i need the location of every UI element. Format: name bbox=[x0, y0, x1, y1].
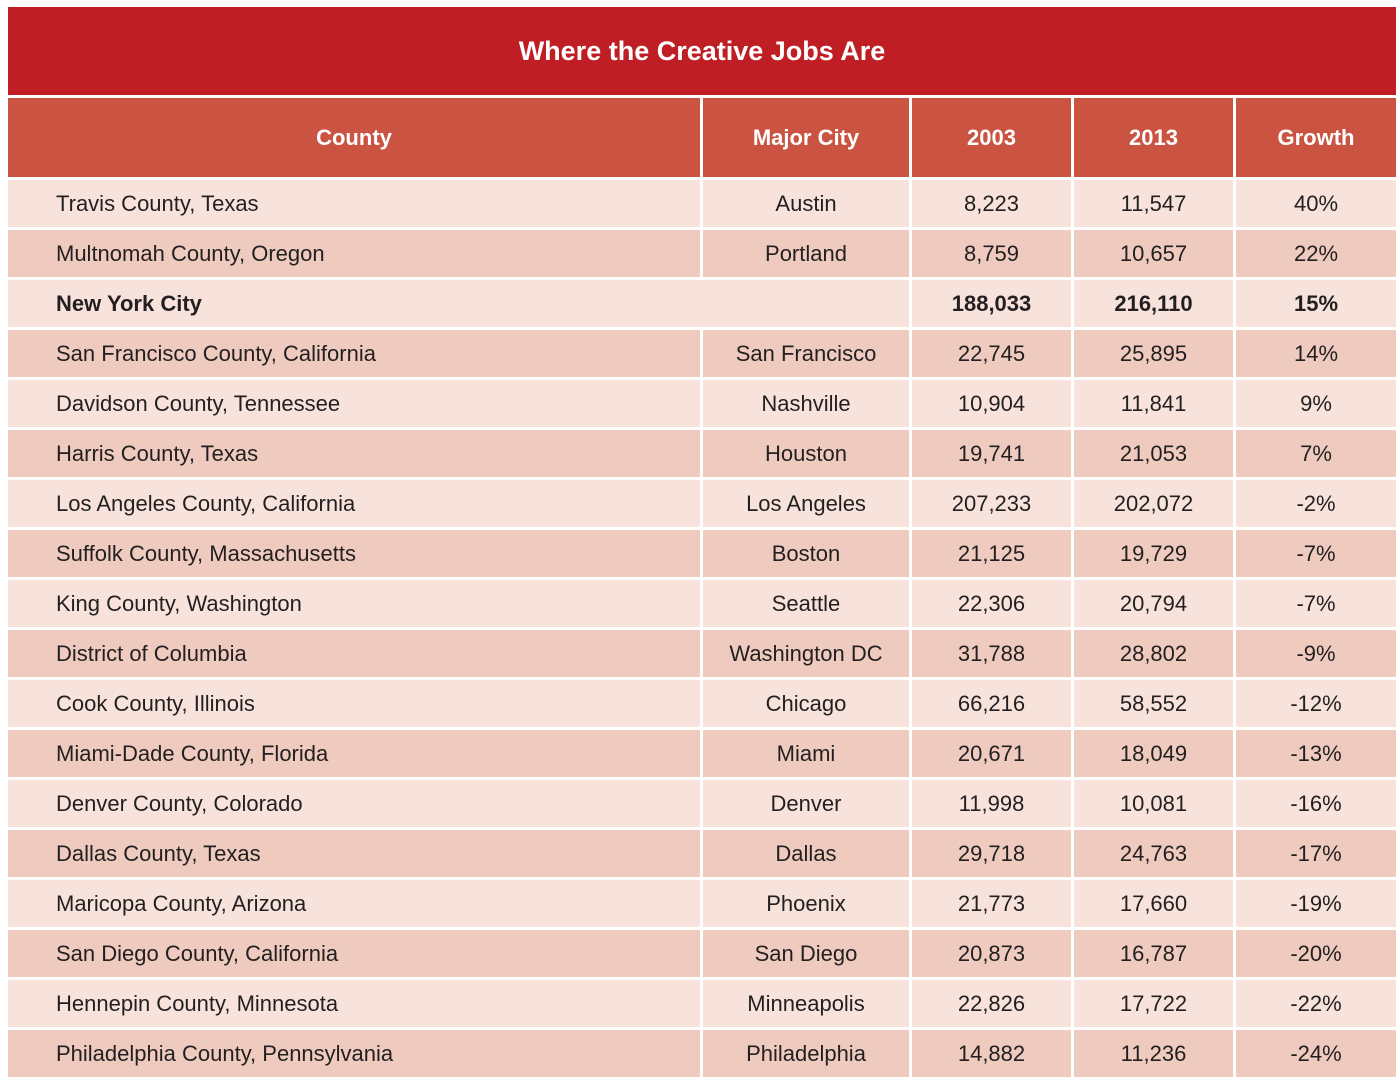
cell-jobs-2003: 29,718 bbox=[912, 830, 1071, 877]
cell-county: San Francisco County, California bbox=[8, 330, 700, 377]
cell-growth: -2% bbox=[1236, 480, 1396, 527]
cell-growth: -9% bbox=[1236, 630, 1396, 677]
cell-growth: -17% bbox=[1236, 830, 1396, 877]
cell-jobs-2003: 20,873 bbox=[912, 930, 1071, 977]
cell-jobs-2003: 21,773 bbox=[912, 880, 1071, 927]
cell-major-city: Chicago bbox=[703, 680, 909, 727]
cell-jobs-2013: 17,660 bbox=[1074, 880, 1233, 927]
cell-county: Travis County, Texas bbox=[8, 180, 700, 227]
cell-major-city: Phoenix bbox=[703, 880, 909, 927]
cell-growth: 9% bbox=[1236, 380, 1396, 427]
cell-jobs-2013: 10,081 bbox=[1074, 780, 1233, 827]
cell-county: Davidson County, Tennessee bbox=[8, 380, 700, 427]
cell-major-city: Los Angeles bbox=[703, 480, 909, 527]
cell-growth: -12% bbox=[1236, 680, 1396, 727]
cell-growth: -13% bbox=[1236, 730, 1396, 777]
cell-major-city: Houston bbox=[703, 430, 909, 477]
cell-jobs-2013: 11,841 bbox=[1074, 380, 1233, 427]
cell-jobs-2013: 17,722 bbox=[1074, 980, 1233, 1027]
column-header-jobs-2013: 2013 bbox=[1074, 98, 1233, 177]
cell-growth: -20% bbox=[1236, 930, 1396, 977]
cell-growth: 40% bbox=[1236, 180, 1396, 227]
cell-jobs-2003: 11,998 bbox=[912, 780, 1071, 827]
cell-major-city: San Francisco bbox=[703, 330, 909, 377]
cell-jobs-2003: 10,904 bbox=[912, 380, 1071, 427]
cell-growth: -16% bbox=[1236, 780, 1396, 827]
column-header-jobs-2003: 2003 bbox=[912, 98, 1071, 177]
cell-growth: 15% bbox=[1236, 280, 1396, 327]
cell-county: Harris County, Texas bbox=[8, 430, 700, 477]
cell-major-city: Portland bbox=[703, 230, 909, 277]
cell-county: Denver County, Colorado bbox=[8, 780, 700, 827]
cell-jobs-2013: 202,072 bbox=[1074, 480, 1233, 527]
column-header-major-city: Major City bbox=[703, 98, 909, 177]
cell-major-city: Miami bbox=[703, 730, 909, 777]
cell-jobs-2013: 19,729 bbox=[1074, 530, 1233, 577]
cell-jobs-2013: 16,787 bbox=[1074, 930, 1233, 977]
cell-jobs-2003: 22,745 bbox=[912, 330, 1071, 377]
cell-growth: 14% bbox=[1236, 330, 1396, 377]
cell-growth: -19% bbox=[1236, 880, 1396, 927]
cell-county: Los Angeles County, California bbox=[8, 480, 700, 527]
cell-jobs-2003: 8,223 bbox=[912, 180, 1071, 227]
table-title: Where the Creative Jobs Are bbox=[8, 7, 1396, 95]
cell-jobs-2003: 21,125 bbox=[912, 530, 1071, 577]
cell-jobs-2003: 22,306 bbox=[912, 580, 1071, 627]
cell-jobs-2013: 20,794 bbox=[1074, 580, 1233, 627]
cell-jobs-2003: 19,741 bbox=[912, 430, 1071, 477]
cell-jobs-2013: 11,236 bbox=[1074, 1030, 1233, 1077]
cell-county: Miami-Dade County, Florida bbox=[8, 730, 700, 777]
cell-jobs-2003: 8,759 bbox=[912, 230, 1071, 277]
cell-growth: 22% bbox=[1236, 230, 1396, 277]
cell-major-city: Seattle bbox=[703, 580, 909, 627]
cell-jobs-2003: 66,216 bbox=[912, 680, 1071, 727]
cell-growth: -24% bbox=[1236, 1030, 1396, 1077]
cell-growth: 7% bbox=[1236, 430, 1396, 477]
column-header-growth: Growth bbox=[1236, 98, 1396, 177]
cell-growth: -7% bbox=[1236, 580, 1396, 627]
cell-major-city: Minneapolis bbox=[703, 980, 909, 1027]
column-header-county: County bbox=[8, 98, 700, 177]
cell-growth: -22% bbox=[1236, 980, 1396, 1027]
cell-major-city: Denver bbox=[703, 780, 909, 827]
cell-county: New York City bbox=[8, 280, 909, 327]
cell-major-city: Philadelphia bbox=[703, 1030, 909, 1077]
cell-jobs-2003: 31,788 bbox=[912, 630, 1071, 677]
cell-jobs-2003: 20,671 bbox=[912, 730, 1071, 777]
cell-county: Suffolk County, Massachusetts bbox=[8, 530, 700, 577]
cell-county: Hennepin County, Minnesota bbox=[8, 980, 700, 1027]
cell-major-city: Washington DC bbox=[703, 630, 909, 677]
cell-jobs-2013: 25,895 bbox=[1074, 330, 1233, 377]
cell-jobs-2013: 24,763 bbox=[1074, 830, 1233, 877]
cell-jobs-2013: 18,049 bbox=[1074, 730, 1233, 777]
cell-major-city: San Diego bbox=[703, 930, 909, 977]
cell-jobs-2013: 28,802 bbox=[1074, 630, 1233, 677]
cell-county: Multnomah County, Oregon bbox=[8, 230, 700, 277]
cell-major-city: Nashville bbox=[703, 380, 909, 427]
cell-county: Philadelphia County, Pennsylvania bbox=[8, 1030, 700, 1077]
cell-county: King County, Washington bbox=[8, 580, 700, 627]
cell-jobs-2013: 10,657 bbox=[1074, 230, 1233, 277]
cell-major-city: Boston bbox=[703, 530, 909, 577]
cell-major-city: Austin bbox=[703, 180, 909, 227]
cell-county: Maricopa County, Arizona bbox=[8, 880, 700, 927]
cell-major-city: Dallas bbox=[703, 830, 909, 877]
cell-county: District of Columbia bbox=[8, 630, 700, 677]
cell-jobs-2003: 22,826 bbox=[912, 980, 1071, 1027]
cell-growth: -7% bbox=[1236, 530, 1396, 577]
cell-jobs-2013: 216,110 bbox=[1074, 280, 1233, 327]
cell-jobs-2003: 207,233 bbox=[912, 480, 1071, 527]
cell-county: Dallas County, Texas bbox=[8, 830, 700, 877]
cell-county: San Diego County, California bbox=[8, 930, 700, 977]
cell-jobs-2003: 14,882 bbox=[912, 1030, 1071, 1077]
creative-jobs-table: County Major City 2003 2013 Growth Travis Cou… bbox=[8, 98, 1396, 1077]
cell-jobs-2003: 188,033 bbox=[912, 280, 1071, 327]
cell-jobs-2013: 11,547 bbox=[1074, 180, 1233, 227]
cell-jobs-2013: 58,552 bbox=[1074, 680, 1233, 727]
cell-jobs-2013: 21,053 bbox=[1074, 430, 1233, 477]
cell-county: Cook County, Illinois bbox=[8, 680, 700, 727]
